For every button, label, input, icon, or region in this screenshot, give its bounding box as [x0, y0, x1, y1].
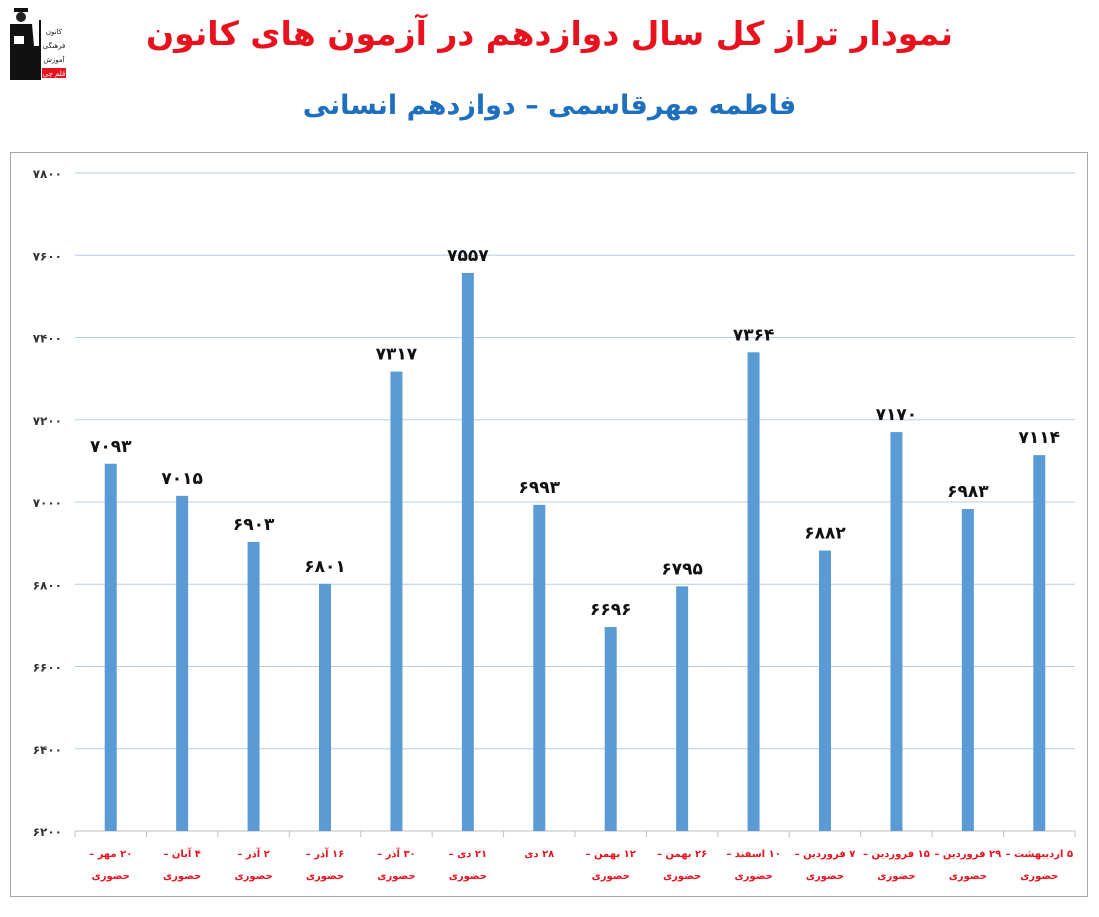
x-tick-label: ۲۱ دی – — [449, 849, 487, 860]
data-label: ۷۳۱۷ — [376, 345, 418, 365]
y-tick-label: ۷۸۰۰ — [33, 167, 62, 181]
bar — [819, 550, 831, 831]
data-label: ۷۱۷۰ — [876, 405, 918, 425]
x-tick-label: حضوری — [234, 871, 272, 882]
x-tick-label: ۱۵ فروردین – — [863, 849, 930, 860]
svg-text:آموزش: آموزش — [43, 55, 65, 64]
x-tick-label: ۵ اردیبهشت – — [1005, 849, 1073, 860]
x-tick-label: حضوری — [163, 871, 201, 882]
x-tick-label: ۳۰ آذر – — [377, 847, 416, 860]
data-label: ۷۰۹۳ — [90, 437, 132, 457]
x-tick-label: حضوری — [1020, 871, 1058, 882]
bar — [961, 508, 974, 831]
x-tick-label: حضوری — [877, 871, 915, 882]
svg-text:فرهنگی: فرهنگی — [43, 41, 66, 50]
data-label: ۶۶۹۶ — [590, 600, 632, 620]
y-tick-label: ۶۲۰۰ — [33, 825, 62, 839]
data-label: ۶۹۹۳ — [519, 478, 561, 498]
data-label: ۶۹۸۳ — [947, 482, 989, 502]
y-tick-label: ۷۶۰۰ — [33, 249, 62, 263]
y-tick-label: ۷۰۰۰ — [33, 496, 62, 510]
x-tick-label: حضوری — [92, 871, 130, 882]
x-tick-label: ۱۰ اسفند – — [726, 849, 781, 860]
bar — [604, 627, 617, 831]
x-tick-label: حضوری — [734, 871, 772, 882]
x-tick-label: حضوری — [806, 871, 844, 882]
x-tick-label: ۱۲ بهمن – — [586, 849, 636, 860]
x-tick-label: حضوری — [306, 871, 344, 882]
svg-text:قلم چی: قلم چی — [43, 70, 66, 78]
bar — [747, 352, 760, 831]
x-tick-label: ۲۸ دی — [524, 849, 554, 860]
data-label: ۷۵۵۷ — [447, 246, 489, 266]
bar — [176, 495, 189, 831]
data-label: ۶۸۸۲ — [804, 524, 846, 544]
x-tick-label: حضوری — [449, 871, 487, 882]
chart-subtitle: فاطمه مهرقاسمی – دوازدهم انسانی — [302, 90, 797, 121]
chart-title: نمودار تراز کل سال دوازدهم در آزمون های … — [145, 14, 954, 53]
kanoon-logo: کانون فرهنگی آموزش قلم چی — [10, 8, 66, 80]
y-tick-label: ۶۴۰۰ — [33, 743, 62, 757]
data-label: ۷۱۱۴ — [1019, 428, 1061, 448]
x-tick-label: حضوری — [949, 871, 987, 882]
x-tick-label: ۲۹ فروردین – — [934, 849, 1001, 860]
data-label: ۷۳۶۴ — [733, 325, 775, 345]
data-label: ۶۹۰۳ — [233, 515, 275, 535]
y-tick-label: ۷۲۰۰ — [33, 414, 62, 428]
x-tick-label: ۴ آبان – — [163, 847, 201, 860]
bar — [247, 541, 260, 831]
x-tick-label: ۲۰ مهر – — [89, 849, 132, 860]
x-tick-label: حضوری — [592, 871, 630, 882]
x-tick-label: حضوری — [377, 871, 415, 882]
x-tick-label: ۲۶ بهمن – — [657, 849, 707, 860]
svg-text:کانون: کانون — [46, 28, 63, 36]
y-tick-label: ۷۴۰۰ — [33, 332, 62, 346]
bar — [104, 463, 117, 831]
bar — [390, 371, 403, 831]
data-label: ۶۷۹۵ — [661, 559, 703, 579]
x-tick-label: ۲ آذر – — [237, 847, 269, 860]
bar — [1033, 455, 1046, 831]
y-tick-label: ۶۸۰۰ — [33, 578, 62, 592]
bar — [533, 504, 546, 831]
data-label: ۶۸۰۱ — [304, 557, 346, 577]
x-tick-label: ۷ فروردین – — [795, 849, 856, 860]
y-tick-label: ۶۶۰۰ — [33, 661, 62, 675]
bar — [676, 586, 689, 831]
bar — [890, 432, 903, 831]
data-label: ۷۰۱۵ — [161, 469, 203, 489]
x-tick-label: ۱۶ آذر – — [306, 847, 345, 860]
x-tick-label: حضوری — [663, 871, 701, 882]
chart-area — [10, 152, 1088, 897]
bar — [319, 583, 331, 831]
bar — [461, 272, 474, 832]
